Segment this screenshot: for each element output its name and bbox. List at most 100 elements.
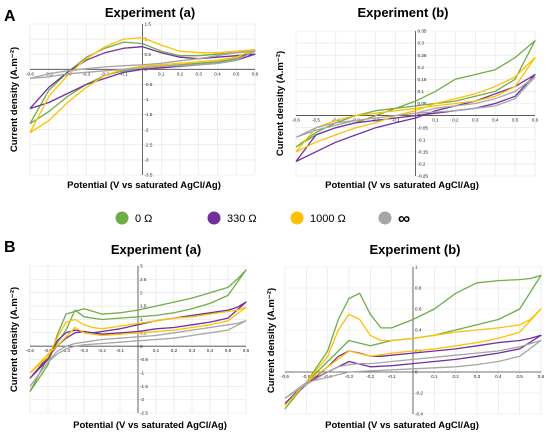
chart-a-experiment-a: -0.6 -0.5 -0.4 -0.3 -0.2 -0.1 0.1 0.2 0.3 0.4 0.5 0…: [9, 5, 259, 191]
x-tick-label-7: 0.1: [432, 118, 439, 123]
x-tick-label-8: 0.2: [452, 118, 459, 123]
chart-title: Experiment (b): [369, 242, 460, 257]
series-line-0-ohm: [29, 269, 247, 392]
x-tick-label-4: -0.2: [98, 348, 106, 353]
x-tick-label-7: 0.1: [431, 374, 438, 379]
x-tick-label-10: 0.4: [492, 118, 499, 123]
y-tick-label-9: 2: [140, 290, 143, 295]
series-line-1000-ohm: [295, 56, 536, 153]
y-tick-label-8: 0.15: [418, 77, 427, 82]
x-tick-label-1: -0.5: [44, 348, 52, 353]
x-tick-label-7: 0.1: [153, 348, 160, 353]
x-tick-label-11: 0.5: [512, 118, 519, 123]
y-tick-label-7: 1: [415, 265, 418, 270]
x-tick-label-12: 0.6: [538, 374, 545, 379]
x-tick-label-8: 0.2: [452, 374, 459, 379]
legend-item-1000-ohm: 1000 Ω: [290, 211, 346, 225]
y-tick-label-5: -1: [145, 97, 150, 102]
x-tick-label-11: 0.5: [225, 348, 232, 353]
x-tick-label-5: -0.1: [120, 71, 128, 76]
y-tick-label-3: -1: [140, 371, 145, 376]
y-tick-label-4: -0.05: [418, 125, 429, 130]
y-tick-label-6: 0.05: [418, 101, 427, 106]
x-tick-label-12: 0.6: [532, 118, 539, 123]
chart-a-experiment-b: -0.6 -0.5 -0.4 -0.3 -0.2 -0.1 0.1 0.2 0.3 0.4 0.5 0…: [275, 5, 539, 191]
x-tick-label-4: -0.2: [101, 71, 109, 76]
legend-item-infinite: ∞: [378, 209, 410, 228]
chart-b-experiment-b: -0.6 -0.5 -0.4 -0.3 -0.2 -0.1 0.1 0.2 0.3 0.4 0.5 0…: [266, 242, 545, 431]
x-tick-label-11: 0.5: [233, 71, 240, 76]
y-tick-label-7: 0.1: [418, 89, 425, 94]
series-line-infinite: [284, 339, 542, 399]
y-tick-label-3: -2: [145, 127, 150, 132]
legend-item-0-ohm: 0 Ω: [115, 211, 152, 225]
series-line-330-ohm: [29, 301, 247, 379]
series-line-infinite: [29, 50, 256, 80]
chart-b-experiment-a: -0.6 -0.5 -0.4 -0.3 -0.2 -0.1 0.1 0.2 0.3 0.4 0.5 0…: [9, 242, 250, 431]
y-tick-label-5: 0: [140, 344, 143, 349]
panel-letter-b: B: [4, 239, 16, 256]
y-axis-label: Current density (A.m⁻²): [275, 51, 286, 156]
series-line-1000-ohm: [29, 306, 247, 374]
x-tick-label-1: -0.5: [312, 118, 320, 123]
y-tick-label-10: 1.5: [145, 22, 152, 27]
legend-swatch-1000-ohm: [290, 211, 304, 225]
x-tick-label-9: 0.3: [196, 71, 203, 76]
chart-title: Experiment (a): [105, 5, 195, 20]
legend-swatch-infinite: [378, 211, 392, 225]
y-tick-label-2: -0.15: [418, 149, 429, 154]
x-tick-label-3: -0.3: [80, 348, 88, 353]
legend-swatch-330-ohm: [207, 211, 221, 225]
x-tick-label-9: 0.3: [189, 348, 196, 353]
y-tick-label-6: -0.5: [145, 82, 153, 87]
series-line-1000-ohm: [284, 308, 542, 407]
x-tick-label-3: -0.3: [345, 374, 353, 379]
y-tick-label-11: 0.3: [418, 41, 425, 46]
y-tick-label-2: 0: [415, 370, 418, 375]
legend-label-infinite: ∞: [398, 209, 410, 228]
panel-letter-a: A: [4, 8, 16, 25]
x-tick-label-0: -0.6: [26, 348, 34, 353]
x-tick-label-9: 0.3: [474, 374, 481, 379]
x-tick-label-0: -0.6: [281, 374, 289, 379]
x-tick-label-8: 0.2: [177, 71, 184, 76]
y-tick-label-7: 1: [140, 317, 143, 322]
y-axis-label: Current density (A.m⁻²): [266, 288, 277, 393]
y-tick-label-10: 2.5: [140, 277, 147, 282]
series-line-infinite: [295, 76, 536, 138]
x-tick-label-1: -0.5: [302, 374, 310, 379]
y-tick-label-11: 3: [140, 264, 143, 269]
x-axis-label: Potential (V vs saturated AgCl/Ag): [325, 180, 479, 191]
y-tick-label-1: -2: [140, 397, 145, 402]
legend-label-1000-ohm: 1000 Ω: [310, 213, 346, 225]
y-tick-label-12: 0.35: [418, 29, 427, 34]
y-tick-label-1: -0.2: [418, 162, 426, 167]
series-line-0-ohm: [284, 274, 542, 410]
chart-title: Experiment (b): [357, 5, 448, 20]
y-tick-label-9: 0.2: [418, 65, 425, 70]
x-axis-label: Potential (V vs saturated AgCl/Ag): [73, 420, 227, 431]
y-tick-label-6: 0.8: [415, 286, 422, 291]
x-tick-label-3: -0.3: [82, 71, 90, 76]
y-tick-label-4: -1.5: [145, 112, 153, 117]
y-axis-label: Current density (A.m⁻²): [9, 287, 20, 392]
y-tick-label-4: 0.4: [415, 328, 422, 333]
x-tick-label-11: 0.5: [516, 374, 523, 379]
x-tick-label-12: 0.6: [243, 348, 250, 353]
chart-title: Experiment (a): [111, 242, 201, 257]
y-tick-label-2: -2.5: [145, 142, 153, 147]
series-line-0-ohm: [295, 40, 536, 148]
y-tick-label-1: -0.2: [415, 391, 423, 396]
y-tick-label-4: -0.5: [140, 357, 148, 362]
legend: 0 Ω 330 Ω 1000 Ω ∞: [115, 209, 410, 228]
series-line-330-ohm: [29, 46, 256, 110]
y-tick-label-0: -3.5: [145, 173, 153, 178]
series-line-infinite: [29, 320, 247, 387]
legend-swatch-0-ohm: [115, 211, 129, 225]
y-tick-label-8: 1.5: [140, 304, 147, 309]
y-tick-label-0: -2.5: [140, 411, 148, 416]
y-tick-label-10: 0.25: [418, 53, 427, 58]
y-tick-label-0: -0.25: [418, 174, 429, 179]
x-tick-label-4: -0.2: [366, 374, 374, 379]
